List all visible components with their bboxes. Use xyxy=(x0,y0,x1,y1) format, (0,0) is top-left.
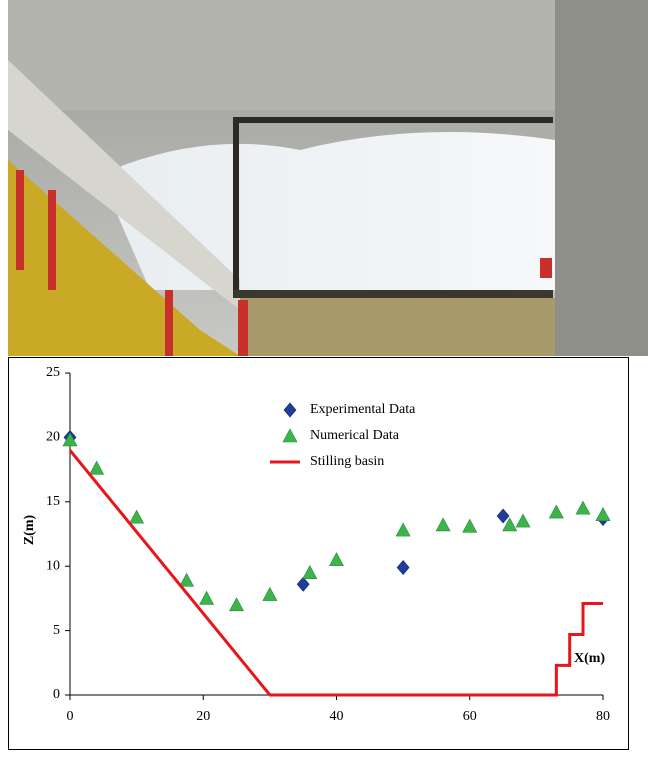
triangle-marker xyxy=(179,572,195,587)
triangle-marker xyxy=(328,552,345,567)
frame-left xyxy=(233,117,239,297)
stilling-basin-line xyxy=(68,449,603,697)
triangle-marker xyxy=(462,518,478,533)
frame-top xyxy=(233,117,553,123)
y-tick-label: 20 xyxy=(46,430,60,445)
x-tick-label: 20 xyxy=(196,709,210,724)
triangle-marker xyxy=(515,513,531,528)
red-marker xyxy=(540,258,552,278)
triangle-marker xyxy=(89,460,105,475)
triangle-marker xyxy=(199,590,215,605)
x-axis-title: X(m) xyxy=(574,651,605,666)
y-tick-label: 0 xyxy=(53,687,60,702)
red-post xyxy=(165,290,173,356)
photo xyxy=(8,0,648,356)
legend-label: Numerical Data xyxy=(310,428,400,443)
x-tick-label: 80 xyxy=(596,709,610,724)
y-axis-title: Z(m) xyxy=(22,515,37,546)
pipes xyxy=(240,298,555,356)
foam xyxy=(100,132,555,290)
diamond-marker xyxy=(396,560,410,575)
triangle-marker xyxy=(395,522,411,537)
frame-bottom xyxy=(233,290,553,298)
triangle-marker xyxy=(262,586,278,601)
legend-label: Experimental Data xyxy=(310,402,416,417)
red-post xyxy=(48,190,56,290)
diamond-marker xyxy=(296,576,310,592)
triangle-marker xyxy=(229,597,245,612)
chute xyxy=(8,60,240,310)
triangle-marker xyxy=(575,500,591,515)
triangle-marker xyxy=(548,504,564,519)
red-post xyxy=(16,170,24,270)
x-tick-label: 0 xyxy=(67,709,74,724)
y-tick-label: 10 xyxy=(46,558,60,573)
x-tick-label: 40 xyxy=(330,709,344,724)
triangle-marker xyxy=(302,565,318,579)
x-tick-label: 60 xyxy=(463,709,477,724)
triangle-marker xyxy=(502,517,518,532)
y-tick-label: 15 xyxy=(46,494,60,509)
triangle-marker xyxy=(595,507,611,521)
y-tick-label: 25 xyxy=(46,365,60,380)
red-post xyxy=(238,300,248,356)
y-tick-label: 5 xyxy=(53,623,60,638)
diamond-marker xyxy=(283,402,297,418)
chart-frame xyxy=(8,357,629,750)
triangle-marker xyxy=(129,509,145,524)
concrete-pillar xyxy=(555,0,648,356)
legend-label: Stilling basin xyxy=(310,454,384,469)
diamond-marker xyxy=(496,508,510,524)
upper-wall xyxy=(8,0,648,110)
yellow-structure xyxy=(8,160,240,356)
triangle-marker xyxy=(282,428,298,443)
triangle-marker xyxy=(62,432,78,447)
triangle-marker xyxy=(435,517,451,532)
